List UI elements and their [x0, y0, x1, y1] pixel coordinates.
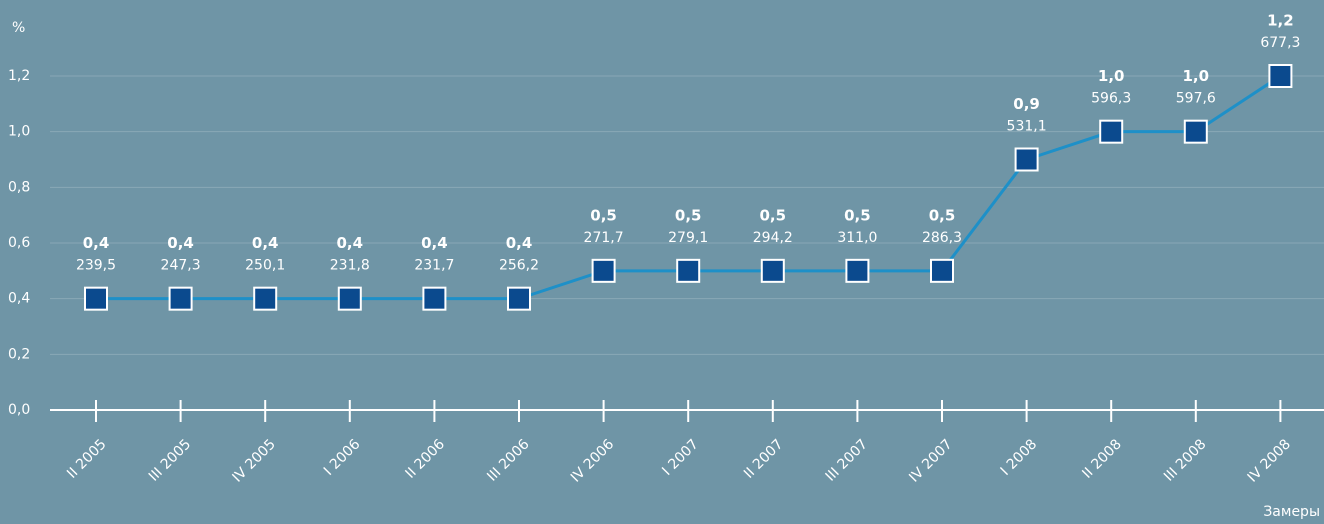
x-tick-label: II 2005 — [64, 436, 109, 481]
x-tick-label: IV 2008 — [1245, 436, 1294, 485]
x-tick-label: III 2005 — [146, 436, 194, 484]
marker — [845, 258, 870, 283]
marker — [253, 286, 278, 311]
marker — [930, 258, 954, 283]
secondary-label: 247,3 — [161, 258, 201, 274]
x-tick-label: II 2007 — [741, 436, 786, 481]
y-tick-label: 1,2 — [8, 68, 30, 84]
y-tick-label: 0,8 — [8, 179, 30, 195]
x-tick-label: I 2006 — [321, 436, 364, 479]
marker — [168, 286, 193, 311]
x-tick-label: IV 2005 — [230, 436, 279, 485]
value-label: 1,0 — [1183, 67, 1210, 85]
value-label: 0,5 — [760, 206, 787, 224]
secondary-label: 231,7 — [414, 258, 454, 274]
marker — [1268, 64, 1293, 88]
marker — [1099, 119, 1124, 144]
x-tick-label: III 2007 — [823, 436, 871, 484]
x-tick-label: II 2006 — [403, 436, 449, 482]
value-label: 0,5 — [590, 206, 617, 224]
marker — [422, 286, 447, 311]
x-axis-label: Замеры — [1263, 504, 1320, 520]
y-tick-label: 0,6 — [8, 235, 30, 251]
value-label: 0,5 — [675, 206, 702, 224]
secondary-label: 271,7 — [584, 230, 624, 246]
value-label: 0,4 — [252, 234, 279, 252]
marker — [337, 286, 362, 311]
y-tick-label: 0,4 — [8, 291, 30, 307]
x-tick-label: I 2007 — [659, 436, 702, 479]
value-label: 0,4 — [421, 234, 448, 252]
marker — [591, 258, 616, 283]
y-tick-label: 0,0 — [8, 402, 30, 418]
x-tick-label: I 2008 — [998, 436, 1041, 479]
marker — [676, 258, 701, 283]
marker — [1183, 119, 1208, 144]
value-label: 0,9 — [1013, 95, 1040, 113]
value-label: 0,5 — [844, 206, 871, 224]
value-label: 0,4 — [167, 234, 194, 252]
secondary-label: 311,0 — [837, 230, 877, 246]
secondary-label: 596,3 — [1091, 91, 1131, 107]
value-label: 1,2 — [1267, 12, 1294, 30]
secondary-label: 531,1 — [1007, 119, 1047, 135]
secondary-label: 294,2 — [753, 230, 793, 246]
y-axis-label: % — [12, 20, 25, 36]
value-label: 0,4 — [83, 234, 110, 252]
secondary-label: 597,6 — [1176, 91, 1216, 107]
secondary-label: 239,5 — [76, 258, 116, 274]
secondary-label: 231,8 — [330, 258, 370, 274]
value-label: 0,4 — [337, 234, 364, 252]
y-tick-label: 1,0 — [8, 124, 30, 140]
x-tick-label: II 2008 — [1079, 436, 1124, 481]
y-tick-label: 0,2 — [8, 346, 30, 362]
x-tick-label: IV 2007 — [906, 436, 955, 485]
value-label: 1,0 — [1098, 67, 1125, 85]
marker — [507, 286, 531, 311]
value-label: 0,5 — [929, 206, 956, 224]
x-tick-label: IV 2006 — [568, 436, 617, 485]
marker — [1014, 147, 1039, 172]
secondary-label: 250,1 — [245, 258, 285, 274]
secondary-label: 256,2 — [499, 258, 539, 274]
secondary-label: 286,3 — [922, 230, 962, 246]
x-tick-label: III 2006 — [484, 436, 532, 484]
value-label: 0,4 — [506, 234, 533, 252]
secondary-label: 677,3 — [1260, 35, 1300, 51]
marker — [84, 286, 108, 311]
marker — [760, 258, 785, 283]
x-tick-label: III 2008 — [1161, 436, 1209, 484]
secondary-label: 279,1 — [668, 230, 708, 246]
